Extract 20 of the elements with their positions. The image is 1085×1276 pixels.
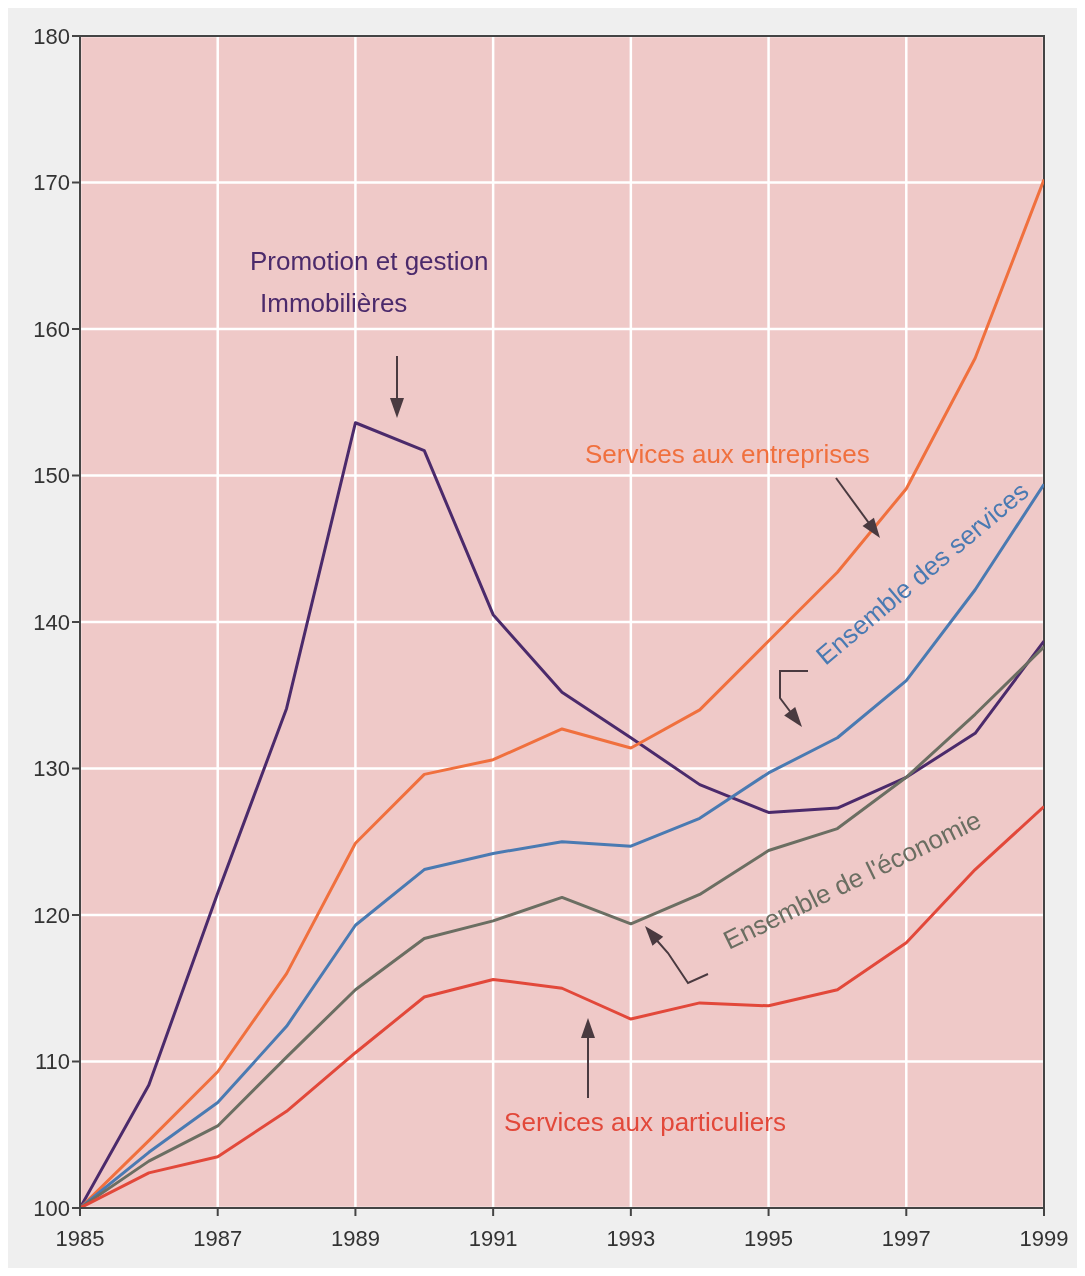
y-tick-label: 170	[33, 170, 70, 196]
y-tick-label: 110	[34, 1049, 70, 1075]
y-tick-label: 100	[33, 1195, 70, 1221]
x-tick-label: 1997	[881, 1225, 931, 1251]
text: Services aux particuliers	[504, 1107, 786, 1137]
x-tick-label: 1995	[744, 1225, 794, 1251]
y-tick-label: 160	[33, 316, 70, 342]
y-tick-label: 120	[33, 902, 70, 928]
x-tick-label: 1991	[468, 1225, 518, 1251]
x-tick-label: 1985	[55, 1225, 105, 1251]
x-tick-label: 1987	[193, 1225, 243, 1251]
x-tick-label: 1989	[330, 1225, 380, 1251]
x-tick-label: 1999	[1019, 1225, 1069, 1251]
y-tick-label: 130	[33, 756, 70, 782]
y-tick-label: 150	[33, 463, 70, 489]
text: Promotion et gestion Immobilières	[250, 246, 489, 318]
y-tick-label: 140	[33, 609, 70, 635]
x-tick-label: 1993	[606, 1225, 656, 1251]
y-tick-label: 180	[33, 23, 70, 49]
series-label: Services aux entreprises	[585, 439, 870, 469]
